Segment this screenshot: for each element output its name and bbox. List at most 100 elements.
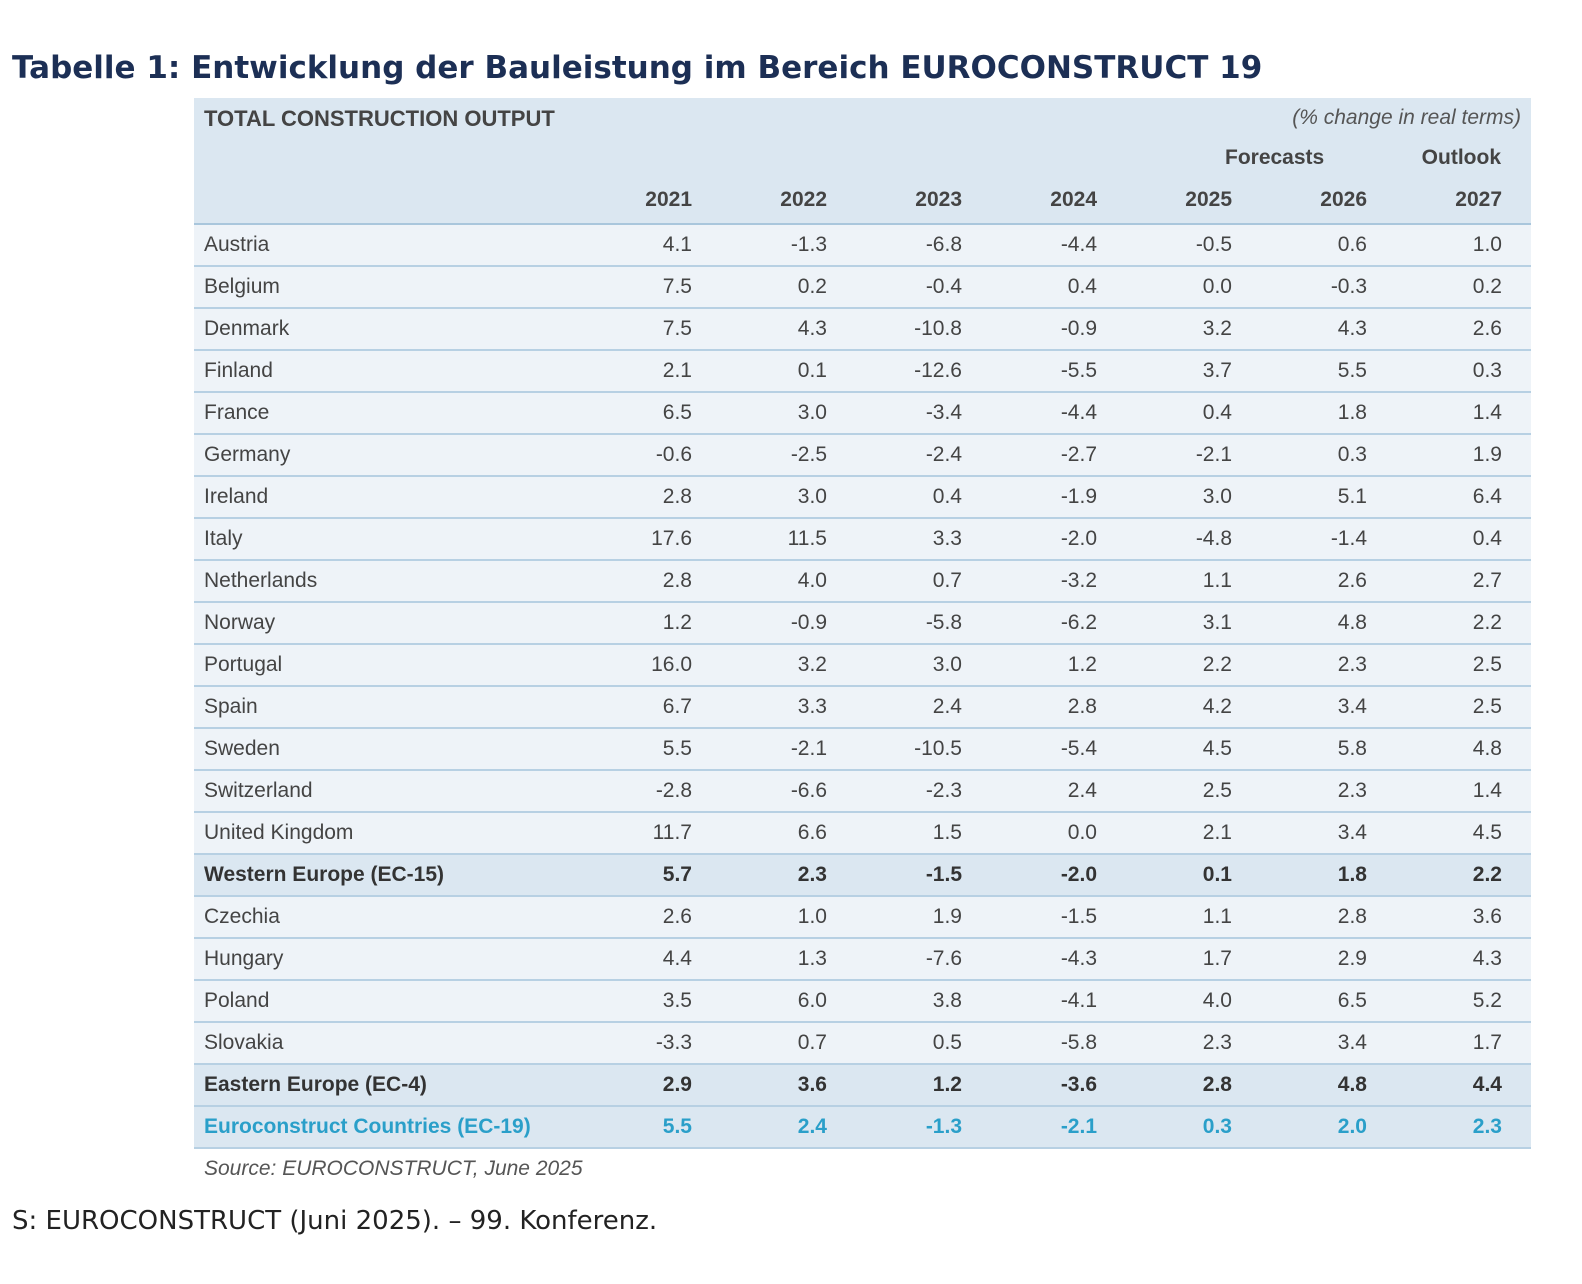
value-cell: 0.4: [1202, 401, 1232, 424]
row-label: Finland: [204, 359, 273, 382]
table-row: Slovakia -3.3 0.7 0.5 -5.8 2.3 3.4 1.7: [194, 1023, 1531, 1065]
value-cell: -2.0: [1060, 863, 1097, 886]
outlook-label: Outlook: [1421, 146, 1501, 169]
year-header-row: 2021 2022 2023 2024 2025 2026 2027: [194, 188, 1531, 214]
value-cell: 4.5: [1202, 737, 1232, 760]
value-cell: -2.4: [925, 443, 962, 466]
value-cell: 5.5: [662, 737, 692, 760]
row-label: Germany: [204, 443, 291, 466]
value-cell: 0.2: [1472, 275, 1502, 298]
year-header: 2024: [1050, 188, 1097, 211]
row-label: United Kingdom: [204, 821, 354, 844]
value-cell: 0.3: [1472, 359, 1502, 382]
value-cell: 0.7: [932, 569, 962, 592]
table-row: Finland 2.1 0.1 -12.6 -5.5 3.7 5.5 0.3: [194, 351, 1531, 393]
table-header: TOTAL CONSTRUCTION OUTPUT (% change in r…: [194, 98, 1531, 225]
value-cell: 2.1: [1202, 821, 1232, 844]
value-cell: 0.3: [1202, 1115, 1232, 1138]
table-title: TOTAL CONSTRUCTION OUTPUT: [204, 106, 555, 131]
value-cell: 16.0: [651, 653, 692, 676]
value-cell: 4.3: [1337, 317, 1367, 340]
value-cell: -4.1: [1060, 989, 1097, 1012]
table-row: Ireland 2.8 3.0 0.4 -1.9 3.0 5.1 6.4: [194, 477, 1531, 519]
value-cell: 5.5: [662, 1115, 692, 1138]
value-cell: 0.1: [1202, 863, 1232, 886]
value-cell: 2.3: [1337, 653, 1367, 676]
value-cell: 11.5: [787, 527, 827, 550]
row-label: Slovakia: [204, 1031, 284, 1054]
value-cell: 2.8: [1337, 905, 1367, 928]
value-cell: 17.6: [651, 527, 692, 550]
value-cell: -1.5: [925, 863, 962, 886]
value-cell: 2.8: [1067, 695, 1097, 718]
value-cell: -2.5: [790, 443, 827, 466]
value-cell: 2.8: [662, 569, 692, 592]
value-cell: -3.4: [925, 401, 962, 424]
value-cell: 2.4: [797, 1115, 827, 1138]
value-cell: -5.5: [1060, 359, 1097, 382]
row-label: Ireland: [204, 485, 269, 508]
value-cell: 3.4: [1337, 821, 1367, 844]
value-cell: 2.5: [1472, 653, 1502, 676]
table-row: Spain 6.7 3.3 2.4 2.8 4.2 3.4 2.5: [194, 687, 1531, 729]
value-cell: 4.4: [1472, 1073, 1502, 1096]
value-cell: -2.8: [655, 779, 692, 802]
value-cell: 3.5: [662, 989, 692, 1012]
row-label: Sweden: [204, 737, 280, 760]
value-cell: 4.0: [797, 569, 827, 592]
value-cell: -2.3: [925, 779, 962, 802]
value-cell: -3.3: [655, 1031, 692, 1054]
value-cell: 4.1: [662, 233, 692, 256]
year-header: 2027: [1455, 188, 1502, 211]
value-cell: -5.8: [1060, 1031, 1097, 1054]
table-row: Hungary 4.4 1.3 -7.6 -4.3 1.7 2.9 4.3: [194, 939, 1531, 981]
value-cell: 3.3: [932, 527, 962, 550]
value-cell: -4.4: [1060, 401, 1097, 424]
value-cell: 11.7: [652, 821, 692, 844]
table-row: Sweden 5.5 -2.1 -10.5 -5.4 4.5 5.8 4.8: [194, 729, 1531, 771]
value-cell: 1.2: [662, 611, 692, 634]
table-row: Poland 3.5 6.0 3.8 -4.1 4.0 6.5 5.2: [194, 981, 1531, 1023]
value-cell: -3.2: [1060, 569, 1097, 592]
row-label: Belgium: [204, 275, 280, 298]
value-cell: -6.8: [925, 233, 962, 256]
value-cell: -0.4: [925, 275, 962, 298]
table-row: Belgium 7.5 0.2 -0.4 0.4 0.0 -0.3 0.2: [194, 267, 1531, 309]
row-label: Hungary: [204, 947, 284, 970]
unit-note: (% change in real terms): [1292, 106, 1521, 129]
value-cell: 4.2: [1202, 695, 1232, 718]
value-cell: 1.3: [797, 947, 827, 970]
value-cell: 2.5: [1472, 695, 1502, 718]
row-label: Norway: [204, 611, 276, 634]
value-cell: -2.7: [1060, 443, 1097, 466]
value-cell: 5.1: [1337, 485, 1367, 508]
value-cell: 4.3: [797, 317, 827, 340]
value-cell: 1.8: [1337, 401, 1367, 424]
value-cell: 0.3: [1337, 443, 1367, 466]
value-cell: -6.2: [1060, 611, 1097, 634]
table-row: France 6.5 3.0 -3.4 -4.4 0.4 1.8 1.4: [194, 393, 1531, 435]
value-cell: 6.4: [1472, 485, 1502, 508]
table-row: United Kingdom 11.7 6.6 1.5 0.0 2.1 3.4 4.5: [194, 813, 1531, 855]
value-cell: 2.3: [1202, 1031, 1232, 1054]
value-cell: 1.2: [1067, 653, 1097, 676]
total-row: Euroconstruct Countries (EC-19) 5.5 2.4 -1.…: [194, 1107, 1531, 1147]
value-cell: 3.7: [1202, 359, 1232, 382]
value-cell: 2.6: [1472, 317, 1502, 340]
value-cell: -0.5: [1195, 233, 1232, 256]
value-cell: 1.1: [1202, 569, 1232, 592]
value-cell: 2.3: [797, 863, 827, 886]
value-cell: -4.3: [1060, 947, 1097, 970]
value-cell: 6.7: [662, 695, 692, 718]
row-label: Austria: [204, 233, 270, 256]
value-cell: 1.1: [1202, 905, 1232, 928]
value-cell: 1.9: [1472, 443, 1502, 466]
value-cell: -2.1: [1195, 443, 1232, 466]
table-source: Source: EUROCONSTRUCT, June 2025: [204, 1157, 583, 1180]
value-cell: 2.2: [1472, 611, 1502, 634]
value-cell: 6.0: [797, 989, 827, 1012]
value-cell: 7.5: [662, 317, 692, 340]
value-cell: -10.8: [914, 317, 962, 340]
value-cell: 3.4: [1337, 695, 1367, 718]
row-label: Poland: [204, 989, 270, 1012]
